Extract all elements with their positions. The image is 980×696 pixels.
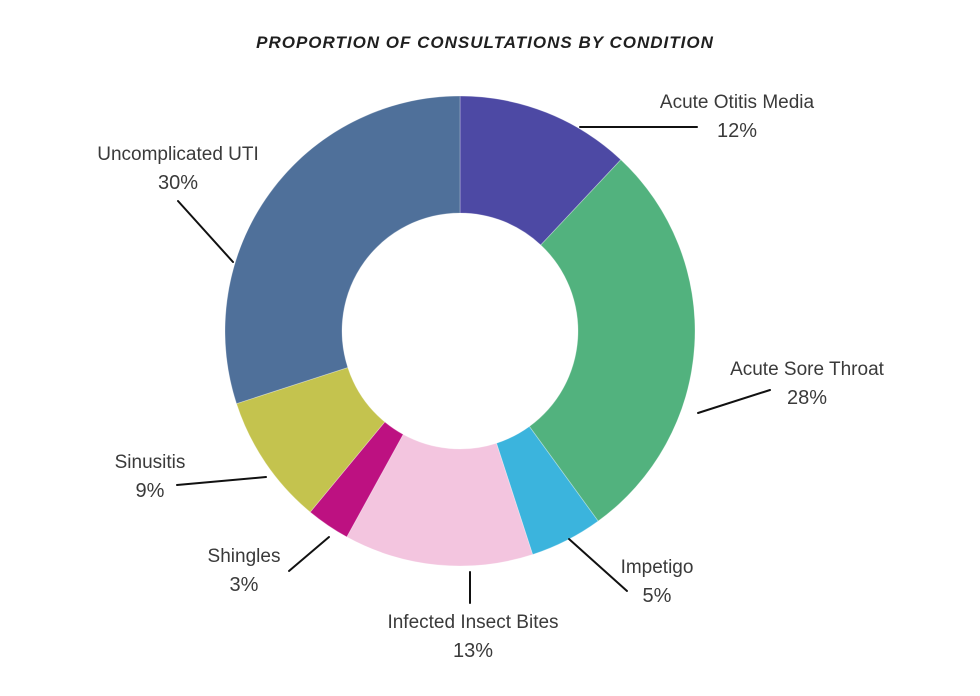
segment-value: 12% bbox=[716, 120, 758, 142]
segment-label: Infected Insect Bites bbox=[387, 612, 559, 633]
donut-segment-sinusitis bbox=[235, 366, 386, 513]
callout-impetigo: Impetigo 5% bbox=[621, 554, 694, 610]
donut-segment-acute-sore-throat bbox=[528, 159, 696, 522]
leader-line bbox=[697, 389, 771, 414]
segment-value: 13% bbox=[452, 640, 494, 662]
segment-value: 28% bbox=[786, 387, 828, 409]
chart-title: PROPORTION OF CONSULTATIONS BY CONDITION bbox=[256, 33, 714, 52]
donut-slices bbox=[224, 95, 696, 567]
segment-value: 9% bbox=[135, 480, 165, 502]
callout-uncomplicated-uti: Uncomplicated UTI 30% bbox=[97, 141, 259, 197]
segment-value: 5% bbox=[642, 585, 672, 607]
donut-segment-uncomplicated-uti bbox=[224, 95, 461, 405]
segment-label: Impetigo bbox=[620, 557, 694, 578]
segment-label: Uncomplicated UTI bbox=[97, 144, 259, 165]
segment-label: Shingles bbox=[207, 546, 281, 567]
segment-value: 3% bbox=[229, 574, 259, 596]
leader-line bbox=[568, 538, 628, 592]
leader-line bbox=[176, 476, 267, 486]
segment-label: Sinusitis bbox=[114, 452, 186, 473]
callout-sinusitis: Sinusitis 9% bbox=[115, 449, 186, 505]
callout-acute-otitis-media: Acute Otitis Media 12% bbox=[660, 89, 814, 145]
callout-infected-insect-bites: Infected Insect Bites 13% bbox=[387, 609, 558, 665]
segment-label: Acute Sore Throat bbox=[730, 359, 884, 380]
donut-segment-shingles bbox=[309, 421, 404, 538]
callout-shingles: Shingles 3% bbox=[208, 543, 281, 599]
segment-label: Acute Otitis Media bbox=[659, 92, 815, 113]
donut-segment-infected-insect-bites bbox=[346, 433, 534, 567]
leader-line bbox=[288, 536, 330, 572]
leader-lines bbox=[176, 126, 771, 604]
donut-segment-acute-otitis-media bbox=[459, 95, 622, 246]
segment-value: 30% bbox=[157, 172, 199, 194]
leader-line bbox=[177, 200, 234, 263]
callout-acute-sore-throat: Acute Sore Throat 28% bbox=[730, 356, 884, 412]
